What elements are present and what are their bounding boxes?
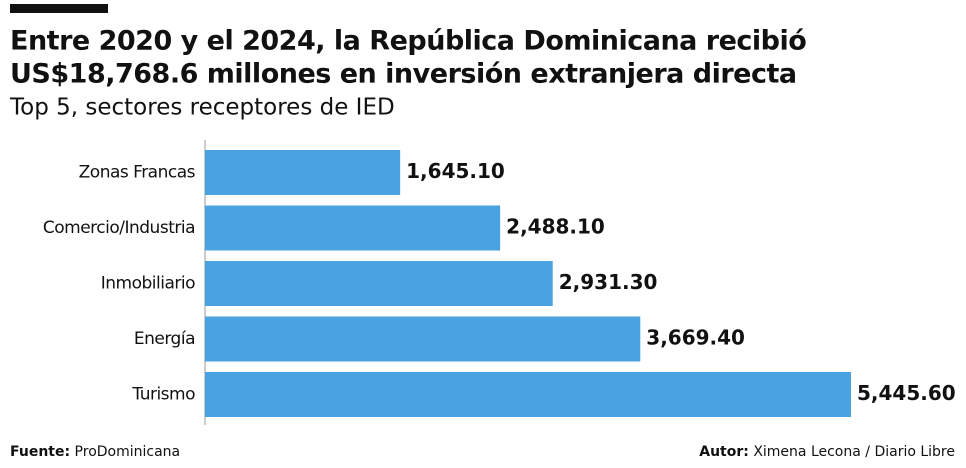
footer: Fuente: ProDominicana bbox=[10, 444, 180, 460]
chart-title: Entre 2020 y el 2024, la República Domin… bbox=[10, 26, 806, 57]
author-label: Autor: bbox=[699, 444, 749, 460]
category-label: Comercio/Industria bbox=[43, 218, 195, 238]
category-label: Turismo bbox=[131, 385, 195, 405]
value-label: 3,669.40 bbox=[646, 326, 745, 350]
bar bbox=[205, 316, 641, 362]
chart-title: US$18,768.6 millones en inversión extran… bbox=[10, 59, 797, 90]
bar bbox=[205, 372, 851, 417]
source-label: Fuente: bbox=[10, 444, 70, 460]
bar bbox=[205, 261, 553, 306]
category-label: Inmobiliario bbox=[101, 274, 195, 294]
chart-subtitle: Top 5, sectores receptores de IED bbox=[9, 95, 395, 121]
header-rule bbox=[10, 4, 108, 13]
value-label: 1,645.10 bbox=[406, 159, 505, 183]
bar bbox=[205, 150, 401, 195]
category-label: Zonas Francas bbox=[79, 163, 196, 183]
source: ProDominicana bbox=[75, 444, 181, 460]
bar bbox=[205, 205, 501, 251]
value-label: 5,445.60 bbox=[857, 381, 956, 405]
author: Ximena Lecona / Diario Libre bbox=[753, 444, 955, 460]
value-label: 2,488.10 bbox=[506, 215, 605, 239]
category-label: Energía bbox=[134, 329, 195, 349]
footer: Autor: Ximena Lecona / Diario Libre bbox=[699, 444, 955, 460]
value-label: 2,931.30 bbox=[559, 270, 658, 294]
